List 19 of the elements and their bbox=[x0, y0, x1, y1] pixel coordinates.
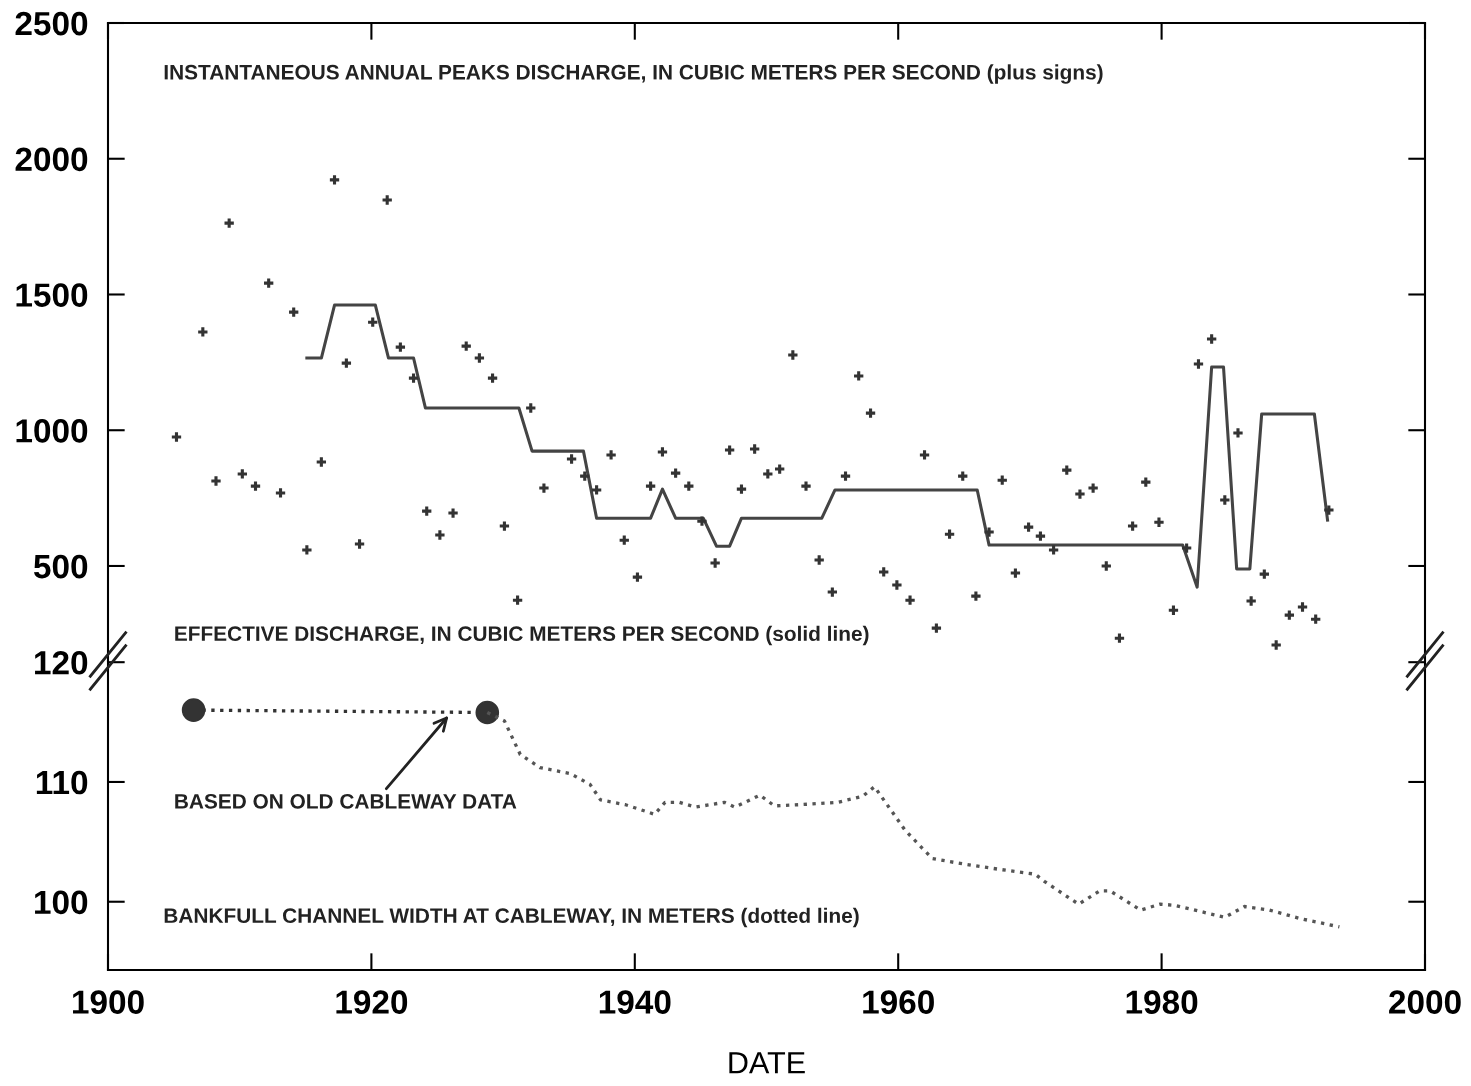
y-tick-label: 110 bbox=[36, 770, 88, 795]
annotation: INSTANTANEOUS ANNUAL PEAKS DISCHARGE, IN CUBIC METERS PER SECOND (plus signs) bbox=[164, 64, 1103, 84]
annotation: EFFECTIVE DISCHARGE, IN CUBIC METERS PER SECOND (solid line) bbox=[175, 625, 869, 646]
x-tick-label: 1980 bbox=[1126, 990, 1198, 1014]
y-tick-label: 500 bbox=[33, 554, 88, 579]
x-tick-label: 1920 bbox=[336, 990, 408, 1014]
x-tick-label: 1960 bbox=[863, 990, 934, 1014]
y-tick-label: 2000 bbox=[15, 147, 88, 172]
x-tick-label: 2000 bbox=[1389, 990, 1461, 1014]
x-axis-title: DATE bbox=[729, 1052, 805, 1074]
annotation: BASED ON OLD CABLEWAY DATA bbox=[175, 793, 517, 809]
y-tick-label: 100 bbox=[35, 890, 88, 915]
y-tick-label: 1000 bbox=[16, 419, 88, 443]
y-tick-label: 120 bbox=[35, 651, 88, 675]
x-tick-label: 1900 bbox=[73, 990, 144, 1014]
annotation: BANKFULL CHANNEL WIDTH AT CABLEWAY, IN METERS (dotted line) bbox=[164, 907, 859, 928]
x-tick-label: 1940 bbox=[599, 990, 671, 1014]
y-tick-label: 1500 bbox=[16, 283, 88, 307]
y-tick-label: 2500 bbox=[15, 11, 88, 36]
